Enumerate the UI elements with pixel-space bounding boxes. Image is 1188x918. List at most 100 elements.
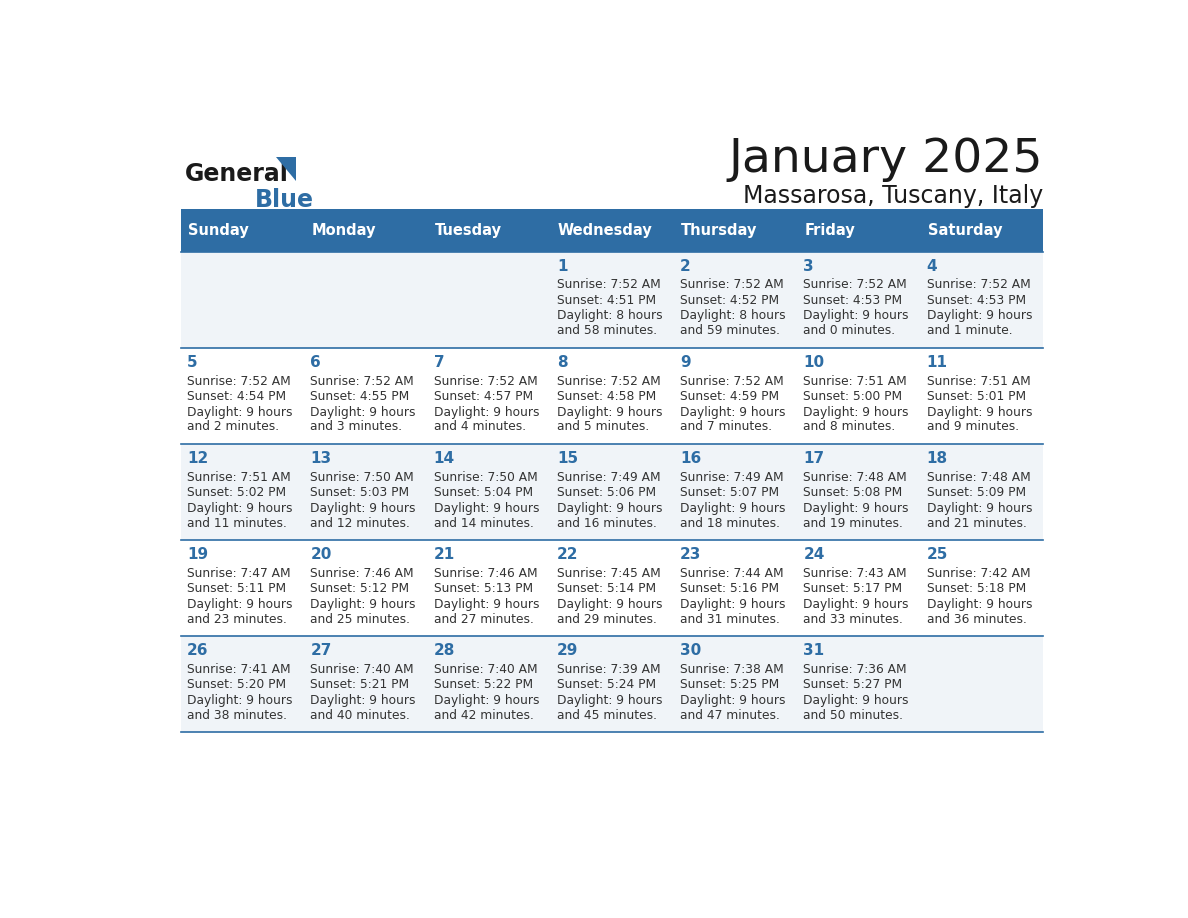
Text: Sunrise: 7:52 AM: Sunrise: 7:52 AM bbox=[803, 278, 908, 291]
Text: Saturday: Saturday bbox=[928, 223, 1001, 238]
Text: 16: 16 bbox=[681, 451, 701, 465]
Text: Daylight: 9 hours: Daylight: 9 hours bbox=[803, 598, 909, 610]
Text: 22: 22 bbox=[557, 547, 579, 562]
Text: Daylight: 9 hours: Daylight: 9 hours bbox=[803, 502, 909, 515]
Text: Daylight: 9 hours: Daylight: 9 hours bbox=[434, 598, 539, 610]
Text: and 58 minutes.: and 58 minutes. bbox=[557, 324, 657, 337]
Text: Sunrise: 7:52 AM: Sunrise: 7:52 AM bbox=[681, 375, 784, 387]
Text: and 5 minutes.: and 5 minutes. bbox=[557, 420, 649, 433]
Text: Sunrise: 7:39 AM: Sunrise: 7:39 AM bbox=[557, 663, 661, 676]
Text: Sunrise: 7:40 AM: Sunrise: 7:40 AM bbox=[310, 663, 415, 676]
Text: Blue: Blue bbox=[254, 188, 314, 212]
Text: Sunrise: 7:43 AM: Sunrise: 7:43 AM bbox=[803, 566, 906, 580]
Text: and 11 minutes.: and 11 minutes. bbox=[188, 517, 287, 530]
Text: Sunset: 4:51 PM: Sunset: 4:51 PM bbox=[557, 294, 656, 307]
Text: Daylight: 9 hours: Daylight: 9 hours bbox=[434, 502, 539, 515]
Text: Daylight: 9 hours: Daylight: 9 hours bbox=[681, 694, 785, 707]
Text: Daylight: 9 hours: Daylight: 9 hours bbox=[803, 406, 909, 419]
Text: Sunrise: 7:52 AM: Sunrise: 7:52 AM bbox=[434, 375, 537, 387]
Text: Monday: Monday bbox=[311, 223, 375, 238]
Bar bbox=[181, 540, 1043, 636]
Text: Sunrise: 7:42 AM: Sunrise: 7:42 AM bbox=[927, 566, 1030, 580]
Text: 18: 18 bbox=[927, 451, 948, 465]
Text: Daylight: 9 hours: Daylight: 9 hours bbox=[310, 502, 416, 515]
Text: Sunset: 5:18 PM: Sunset: 5:18 PM bbox=[927, 582, 1026, 596]
Text: and 4 minutes.: and 4 minutes. bbox=[434, 420, 526, 433]
Text: Sunrise: 7:49 AM: Sunrise: 7:49 AM bbox=[681, 471, 784, 484]
Text: Sunset: 5:00 PM: Sunset: 5:00 PM bbox=[803, 390, 903, 403]
Text: Sunset: 5:08 PM: Sunset: 5:08 PM bbox=[803, 487, 903, 499]
Text: and 40 minutes.: and 40 minutes. bbox=[310, 709, 410, 722]
Text: 9: 9 bbox=[681, 354, 690, 370]
Text: and 23 minutes.: and 23 minutes. bbox=[188, 612, 287, 626]
Text: Tuesday: Tuesday bbox=[435, 223, 501, 238]
Bar bbox=[921, 209, 1043, 252]
Text: 8: 8 bbox=[557, 354, 568, 370]
Text: 15: 15 bbox=[557, 451, 579, 465]
Text: Daylight: 9 hours: Daylight: 9 hours bbox=[803, 309, 909, 322]
Text: 25: 25 bbox=[927, 547, 948, 562]
Text: Sunrise: 7:51 AM: Sunrise: 7:51 AM bbox=[803, 375, 908, 387]
Text: Daylight: 9 hours: Daylight: 9 hours bbox=[681, 406, 785, 419]
Text: Sunset: 5:24 PM: Sunset: 5:24 PM bbox=[557, 678, 656, 691]
Text: Daylight: 9 hours: Daylight: 9 hours bbox=[557, 694, 663, 707]
Bar bbox=[181, 348, 1043, 443]
Text: General: General bbox=[185, 162, 289, 185]
Text: Sunrise: 7:36 AM: Sunrise: 7:36 AM bbox=[803, 663, 906, 676]
Text: and 9 minutes.: and 9 minutes. bbox=[927, 420, 1019, 433]
Text: Sunset: 4:57 PM: Sunset: 4:57 PM bbox=[434, 390, 532, 403]
Text: and 38 minutes.: and 38 minutes. bbox=[188, 709, 287, 722]
Text: Sunrise: 7:51 AM: Sunrise: 7:51 AM bbox=[927, 375, 1030, 387]
Polygon shape bbox=[276, 157, 296, 181]
Text: 5: 5 bbox=[188, 354, 197, 370]
Text: Sunrise: 7:52 AM: Sunrise: 7:52 AM bbox=[557, 278, 661, 291]
Bar bbox=[181, 209, 304, 252]
Text: Sunrise: 7:46 AM: Sunrise: 7:46 AM bbox=[434, 566, 537, 580]
Text: Sunrise: 7:48 AM: Sunrise: 7:48 AM bbox=[803, 471, 908, 484]
Text: 10: 10 bbox=[803, 354, 824, 370]
Text: 11: 11 bbox=[927, 354, 948, 370]
Text: and 0 minutes.: and 0 minutes. bbox=[803, 324, 896, 337]
Text: 2: 2 bbox=[681, 259, 691, 274]
Text: Sunset: 5:02 PM: Sunset: 5:02 PM bbox=[188, 487, 286, 499]
Text: 19: 19 bbox=[188, 547, 208, 562]
Bar bbox=[304, 209, 428, 252]
Text: 1: 1 bbox=[557, 259, 568, 274]
Text: and 42 minutes.: and 42 minutes. bbox=[434, 709, 533, 722]
Text: 30: 30 bbox=[681, 644, 701, 658]
Text: 20: 20 bbox=[310, 547, 331, 562]
Text: 12: 12 bbox=[188, 451, 208, 465]
Text: January 2025: January 2025 bbox=[729, 137, 1043, 182]
Text: Daylight: 9 hours: Daylight: 9 hours bbox=[681, 502, 785, 515]
Text: 23: 23 bbox=[681, 547, 701, 562]
Text: Daylight: 9 hours: Daylight: 9 hours bbox=[310, 406, 416, 419]
Text: Daylight: 9 hours: Daylight: 9 hours bbox=[803, 694, 909, 707]
Text: Sunrise: 7:48 AM: Sunrise: 7:48 AM bbox=[927, 471, 1030, 484]
Text: and 31 minutes.: and 31 minutes. bbox=[681, 612, 781, 626]
Text: Daylight: 9 hours: Daylight: 9 hours bbox=[310, 598, 416, 610]
Text: 7: 7 bbox=[434, 354, 444, 370]
Text: Sunrise: 7:52 AM: Sunrise: 7:52 AM bbox=[557, 375, 661, 387]
Text: 29: 29 bbox=[557, 644, 579, 658]
Text: Sunset: 5:16 PM: Sunset: 5:16 PM bbox=[681, 582, 779, 596]
Text: 13: 13 bbox=[310, 451, 331, 465]
Text: Daylight: 9 hours: Daylight: 9 hours bbox=[188, 406, 292, 419]
Text: 31: 31 bbox=[803, 644, 824, 658]
Text: Sunset: 5:14 PM: Sunset: 5:14 PM bbox=[557, 582, 656, 596]
Text: and 2 minutes.: and 2 minutes. bbox=[188, 420, 279, 433]
Text: Daylight: 9 hours: Daylight: 9 hours bbox=[927, 502, 1032, 515]
Text: Sunset: 4:52 PM: Sunset: 4:52 PM bbox=[681, 294, 779, 307]
Text: Wednesday: Wednesday bbox=[558, 223, 652, 238]
Bar bbox=[550, 209, 674, 252]
Text: Sunrise: 7:52 AM: Sunrise: 7:52 AM bbox=[310, 375, 415, 387]
Text: Massarosa, Tuscany, Italy: Massarosa, Tuscany, Italy bbox=[744, 185, 1043, 208]
Text: Sunrise: 7:47 AM: Sunrise: 7:47 AM bbox=[188, 566, 291, 580]
Text: Daylight: 9 hours: Daylight: 9 hours bbox=[927, 598, 1032, 610]
Text: Sunrise: 7:52 AM: Sunrise: 7:52 AM bbox=[927, 278, 1030, 291]
Text: and 14 minutes.: and 14 minutes. bbox=[434, 517, 533, 530]
Text: Daylight: 8 hours: Daylight: 8 hours bbox=[681, 309, 785, 322]
Text: and 8 minutes.: and 8 minutes. bbox=[803, 420, 896, 433]
Text: Daylight: 9 hours: Daylight: 9 hours bbox=[188, 598, 292, 610]
Text: Sunset: 5:22 PM: Sunset: 5:22 PM bbox=[434, 678, 532, 691]
Text: Sunset: 4:59 PM: Sunset: 4:59 PM bbox=[681, 390, 779, 403]
